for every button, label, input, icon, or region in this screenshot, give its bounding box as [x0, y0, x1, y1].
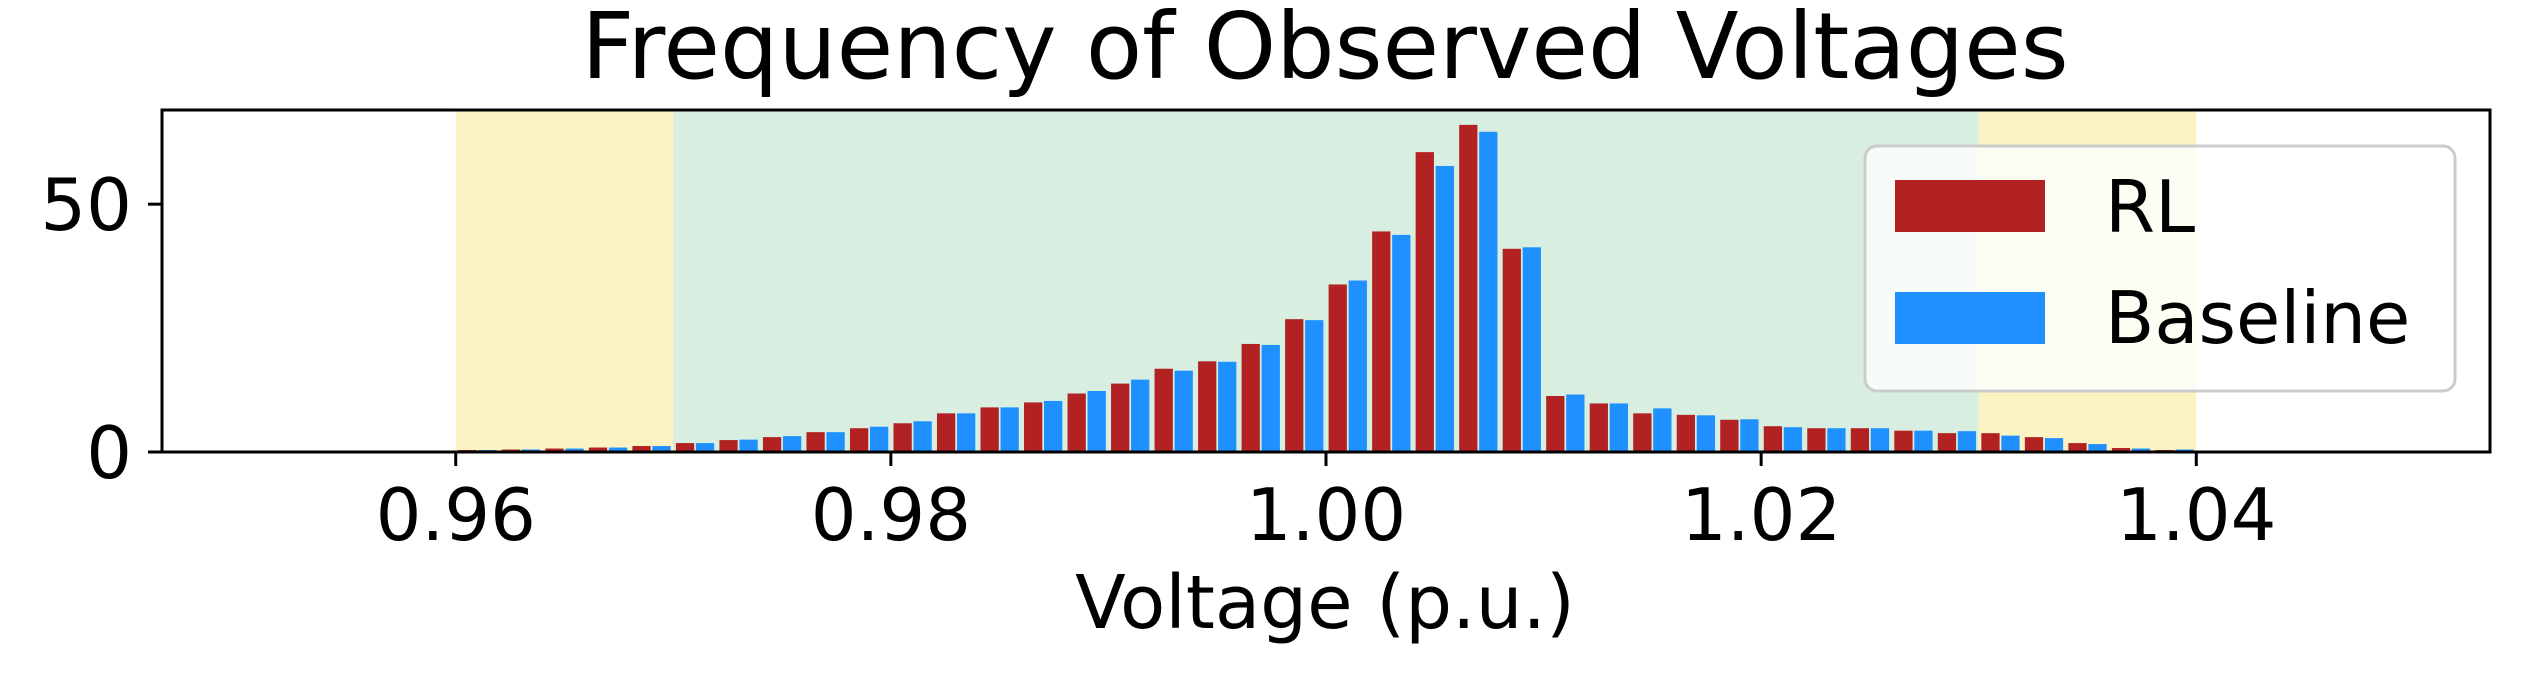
- bar-rl-36: [1937, 433, 1957, 452]
- bar-rl-13: [936, 413, 956, 452]
- y-tick-label-1: 50: [40, 163, 132, 247]
- bar-rl-17: [1111, 383, 1130, 452]
- bar-rl-27: [1546, 395, 1565, 452]
- bar-baseline-25: [1479, 131, 1498, 452]
- bar-baseline-16: [1087, 391, 1106, 452]
- bar-baseline-14: [1000, 407, 1019, 452]
- bar-rl-34: [1850, 428, 1870, 452]
- bar-rl-12: [893, 423, 912, 452]
- bar-baseline-36: [1957, 431, 1977, 452]
- bar-baseline-40: [2131, 448, 2151, 452]
- legend-swatch-rl: [1895, 180, 2045, 232]
- bar-rl-40: [2111, 448, 2131, 452]
- bar-rl-22: [1328, 284, 1347, 452]
- bar-baseline-17: [1131, 379, 1150, 452]
- bar-baseline-6: [652, 446, 671, 452]
- bar-rl-39: [2068, 443, 2087, 452]
- bar-rl-23: [1372, 231, 1391, 452]
- bar-rl-29: [1633, 413, 1652, 452]
- bar-baseline-4: [565, 448, 584, 452]
- bar-baseline-31: [1740, 419, 1759, 452]
- bar-baseline-24: [1435, 166, 1454, 452]
- bar-rl-32: [1763, 426, 1783, 452]
- bar-baseline-13: [957, 413, 976, 452]
- bar-baseline-37: [2001, 435, 2020, 452]
- bar-baseline-32: [1783, 427, 1803, 452]
- bar-baseline-9: [782, 436, 802, 452]
- bar-rl-11: [849, 428, 869, 452]
- bar-rl-7: [675, 443, 695, 452]
- x-tick-label-0: 0.96: [376, 473, 536, 557]
- x-axis-label: Voltage (p.u.): [1075, 560, 1575, 646]
- bar-rl-30: [1676, 414, 1695, 452]
- bar-rl-6: [632, 446, 651, 452]
- bar-rl-28: [1589, 403, 1608, 452]
- bar-baseline-5: [608, 447, 628, 452]
- bar-baseline-20: [1261, 344, 1280, 452]
- y-axis-ticks: 0 50: [40, 163, 162, 495]
- bar-baseline-22: [1348, 280, 1367, 452]
- bar-baseline-10: [826, 432, 845, 452]
- bar-rl-15: [1024, 402, 1043, 452]
- bar-rl-10: [806, 432, 825, 452]
- bar-rl-35: [1894, 430, 1913, 452]
- bar-baseline-35: [1914, 430, 1933, 452]
- bar-baseline-8: [739, 439, 758, 452]
- bar-rl-20: [1241, 343, 1260, 452]
- bar-baseline-19: [1218, 361, 1237, 452]
- x-tick-label-4: 1.04: [2116, 473, 2276, 557]
- bar-baseline-30: [1696, 415, 1716, 452]
- bar-baseline-33: [1827, 428, 1846, 452]
- bar-rl-19: [1198, 361, 1217, 452]
- x-axis-ticks: 0.96 0.98 1.00 1.02 1.04: [376, 452, 2276, 557]
- bar-rl-33: [1807, 428, 1826, 452]
- bar-rl-5: [588, 447, 608, 452]
- bar-rl-38: [2024, 437, 2044, 452]
- bar-rl-31: [1720, 419, 1739, 452]
- bar-rl-18: [1154, 368, 1173, 452]
- legend-swatch-baseline: [1895, 292, 2045, 344]
- legend: RL Baseline: [1863, 144, 2457, 393]
- bar-rl-14: [980, 407, 999, 452]
- bar-rl-25: [1459, 124, 1478, 453]
- bar-rl-37: [1981, 433, 2000, 452]
- bar-rl-21: [1285, 319, 1304, 452]
- bar-baseline-26: [1522, 247, 1541, 452]
- y-tick-label-0: 0: [86, 411, 132, 495]
- bar-baseline-12: [913, 421, 932, 452]
- voltage-band-1: [673, 110, 1979, 452]
- bar-rl-4: [545, 448, 564, 452]
- bar-baseline-28: [1609, 403, 1628, 452]
- bar-baseline-39: [2088, 444, 2107, 452]
- bar-baseline-15: [1044, 400, 1063, 452]
- bar-baseline-11: [869, 426, 889, 452]
- bar-rl-8: [719, 440, 738, 452]
- bar-baseline-18: [1174, 370, 1193, 452]
- acceptable-voltage-bands: [455, 110, 2197, 452]
- bar-baseline-38: [2044, 438, 2064, 452]
- bar-rl-9: [762, 437, 782, 452]
- bar-baseline-23: [1392, 234, 1411, 452]
- bar-baseline-34: [1870, 428, 1890, 452]
- voltage-band-0: [455, 110, 674, 452]
- bar-baseline-27: [1566, 394, 1585, 452]
- bar-baseline-29: [1653, 408, 1672, 452]
- bar-baseline-7: [695, 443, 715, 452]
- chart-title: Frequency of Observed Voltages: [581, 0, 2068, 100]
- legend-label-baseline: Baseline: [2105, 276, 2410, 360]
- x-tick-label-2: 1.00: [1246, 473, 1406, 557]
- bar-baseline-21: [1305, 320, 1324, 452]
- legend-label-rl: RL: [2105, 165, 2195, 249]
- x-tick-label-1: 0.98: [811, 473, 971, 557]
- bar-rl-16: [1067, 393, 1086, 452]
- bar-rl-24: [1415, 152, 1434, 452]
- bar-rl-26: [1502, 248, 1521, 452]
- x-tick-label-3: 1.02: [1681, 473, 1841, 557]
